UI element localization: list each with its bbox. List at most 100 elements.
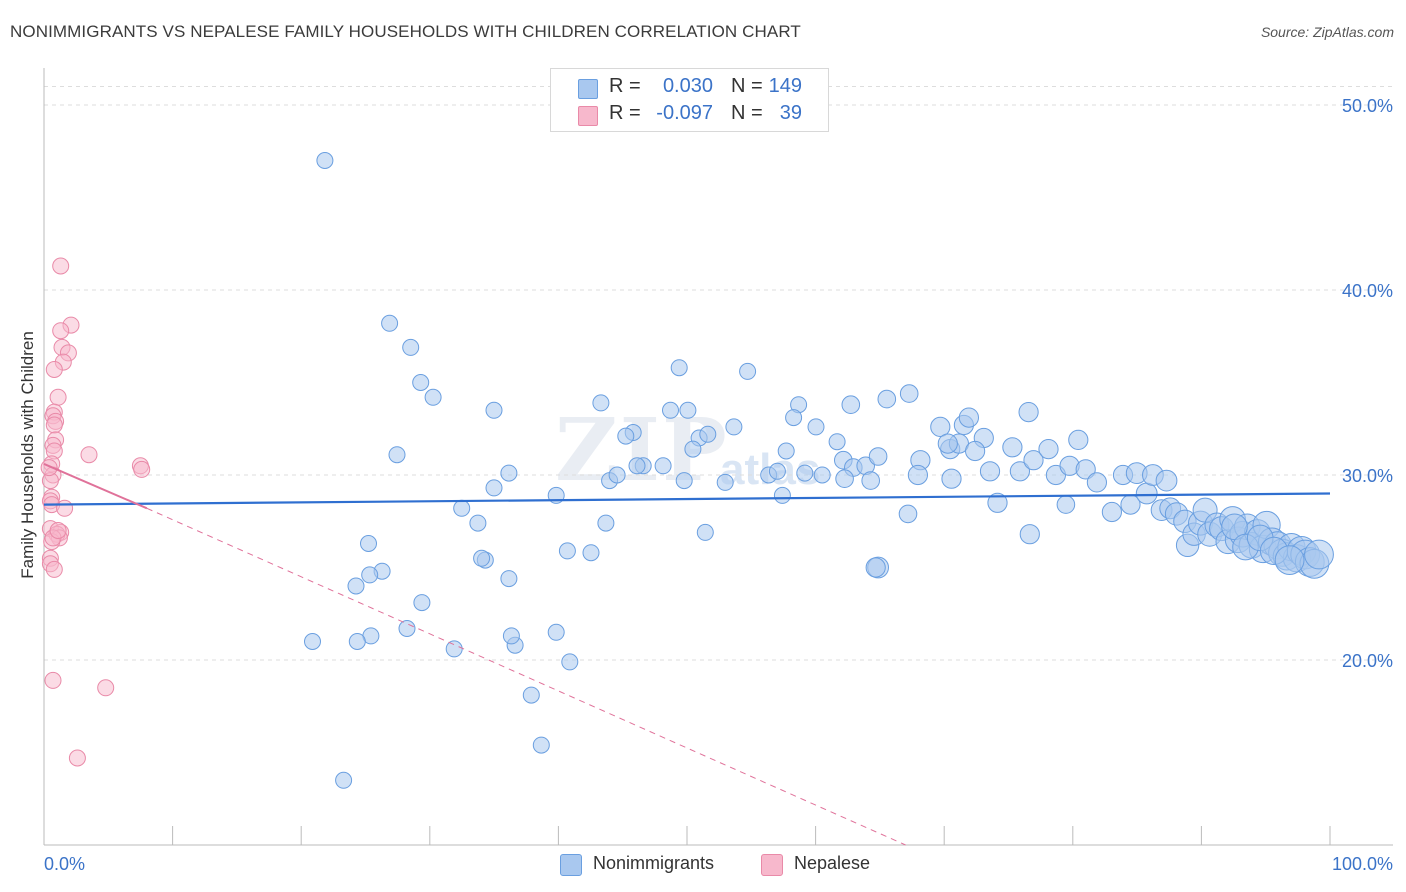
- nonimmigrants-point: [835, 469, 854, 489]
- nonimmigrants-point: [388, 446, 406, 464]
- nonimmigrants-point: [473, 549, 491, 567]
- x-tick-label: 100.0%: [1332, 854, 1393, 874]
- nonimmigrants-point: [608, 466, 626, 484]
- nonimmigrants-point: [522, 686, 540, 704]
- y-axis-label: Family Households with Children: [18, 331, 37, 579]
- nonimmigrants-point: [861, 471, 881, 490]
- nonimmigrants-point: [777, 442, 795, 460]
- x-tick-label: 0.0%: [44, 854, 85, 874]
- n-value: 149: [768, 75, 802, 97]
- blue-swatch-icon: [560, 854, 582, 876]
- nonimmigrants-point: [654, 457, 672, 475]
- nepalese-trend-line: [43, 462, 148, 510]
- nepalese-point: [44, 671, 62, 689]
- nonimmigrants-point: [592, 394, 610, 412]
- nonimmigrants-point: [582, 544, 600, 562]
- nepalese-point: [68, 749, 86, 767]
- nonimmigrants-point: [662, 401, 679, 419]
- nonimmigrants-point: [532, 736, 550, 754]
- nonimmigrants-point: [1155, 469, 1178, 492]
- nonimmigrants-point: [785, 409, 803, 427]
- nonimmigrants-point: [348, 633, 366, 650]
- nonimmigrants-point: [1002, 437, 1023, 458]
- nonimmigrants-point: [1075, 459, 1096, 480]
- y-tick-label: 40.0%: [1342, 281, 1393, 301]
- nonimmigrants-point: [907, 464, 929, 486]
- y-tick-label: 20.0%: [1342, 651, 1393, 671]
- nonimmigrants-point: [865, 557, 886, 578]
- nonimmigrants-point: [877, 389, 897, 409]
- legend-row-nonimmigrants: R = 0.030 N = 149: [551, 75, 828, 101]
- nonimmigrants-point: [684, 440, 702, 458]
- nonimmigrants-point: [979, 461, 1001, 482]
- nonimmigrants-point: [360, 535, 377, 552]
- r-label: R =: [609, 75, 641, 97]
- nonimmigrants-point: [304, 633, 321, 650]
- r-value: -0.097: [656, 102, 713, 124]
- nonimmigrants-point: [1068, 429, 1089, 450]
- nepalese-point: [52, 322, 70, 340]
- nonimmigrants-point: [796, 464, 814, 482]
- nonimmigrants-point: [1304, 539, 1334, 570]
- nonimmigrants-point: [1019, 524, 1040, 545]
- nonimmigrants-point: [500, 464, 518, 482]
- nonimmigrants-point: [841, 395, 861, 415]
- nonimmigrants-point: [597, 514, 615, 532]
- nonimmigrants-point: [813, 466, 831, 484]
- nonimmigrants-point: [941, 468, 962, 489]
- chart-title: NONIMMIGRANTS VS NEPALESE FAMILY HOUSEHO…: [10, 22, 801, 41]
- nonimmigrants-point: [558, 542, 576, 560]
- nonimmigrants-point: [739, 362, 757, 380]
- n-value: 39: [779, 102, 802, 124]
- nepalese-trend-extension: [146, 507, 906, 846]
- nonimmigrants-point: [965, 440, 986, 462]
- r-label: R =: [609, 102, 641, 124]
- nonimmigrants-point: [675, 472, 693, 490]
- nonimmigrants-point: [412, 374, 430, 391]
- legend-row-nepalese: R = -0.097 N = 39: [551, 102, 828, 128]
- nepalese-point: [133, 460, 151, 478]
- n-label: N =: [731, 75, 763, 97]
- nonimmigrants-point: [899, 384, 919, 403]
- pink-swatch-icon: [578, 106, 598, 126]
- nepalese-point: [56, 499, 74, 517]
- nonimmigrants-point: [445, 640, 463, 658]
- nonimmigrants-point: [1135, 482, 1158, 505]
- nonimmigrants-point: [500, 570, 518, 588]
- source-label: Source: ZipAtlas.com: [1260, 24, 1394, 40]
- nonimmigrants-point: [696, 523, 714, 541]
- nonimmigrants-point: [502, 627, 520, 645]
- nonimmigrants-point: [898, 504, 918, 524]
- nepalese-point: [80, 446, 98, 464]
- nonimmigrants-point: [1023, 450, 1044, 471]
- nonimmigrants-point: [469, 514, 487, 532]
- blue-swatch-icon: [578, 79, 598, 99]
- nonimmigrants-point: [768, 462, 786, 480]
- nonimmigrants-point: [617, 427, 635, 445]
- y-tick-label: 50.0%: [1342, 96, 1393, 116]
- nonimmigrants-point: [1086, 472, 1108, 493]
- nepalese-point: [45, 416, 63, 434]
- nonimmigrants-point: [1009, 461, 1031, 482]
- pink-swatch-icon: [761, 854, 783, 876]
- y-tick-label: 30.0%: [1342, 466, 1393, 486]
- nonimmigrants-point: [1038, 439, 1059, 460]
- nonimmigrants-point: [868, 447, 888, 466]
- nonimmigrants-point: [316, 152, 334, 169]
- nonimmigrants-point: [453, 499, 471, 517]
- nonimmigrants-point: [547, 623, 565, 641]
- nonimmigrants-point: [561, 653, 579, 671]
- nonimmigrants-point: [807, 418, 825, 436]
- nepalese-point: [52, 257, 70, 275]
- nonimmigrants-point: [381, 314, 399, 332]
- nonimmigrants-point: [1101, 501, 1123, 523]
- nonimmigrants-point: [347, 577, 365, 595]
- nonimmigrants-point: [1056, 495, 1076, 514]
- nepalese-point: [49, 388, 67, 406]
- nonimmigrants-point: [413, 594, 431, 612]
- nonimmigrants-point: [987, 492, 1008, 513]
- nonimmigrants-point: [402, 338, 420, 356]
- nonimmigrants-point: [628, 457, 646, 475]
- nonimmigrants-point: [485, 479, 503, 497]
